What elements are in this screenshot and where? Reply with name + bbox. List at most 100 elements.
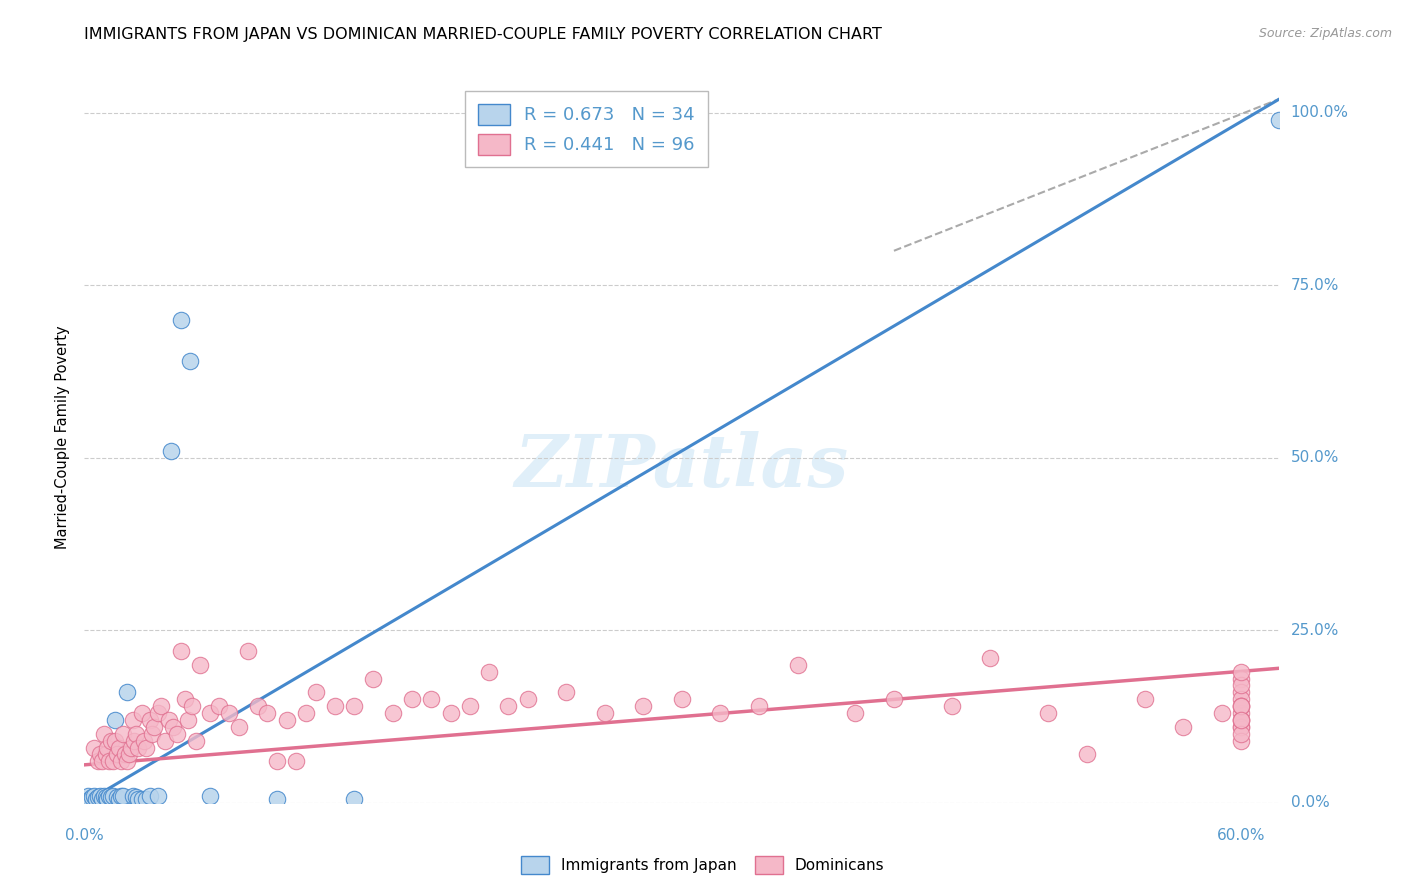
- Point: [198, 706, 221, 720]
- Point: [110, 789, 132, 803]
- Point: [115, 685, 138, 699]
- Point: [1230, 699, 1253, 714]
- Point: [132, 733, 156, 747]
- Point: [131, 706, 153, 720]
- Point: [266, 792, 288, 806]
- Point: [1230, 706, 1253, 720]
- Point: [1230, 720, 1253, 734]
- Point: [160, 443, 183, 458]
- Point: [100, 790, 122, 805]
- Point: [266, 755, 288, 769]
- Point: [90, 755, 112, 769]
- Point: [208, 699, 231, 714]
- Point: [96, 792, 118, 806]
- Point: [96, 740, 118, 755]
- Point: [1230, 713, 1253, 727]
- Point: [104, 733, 127, 747]
- Point: [555, 685, 578, 699]
- Point: [1230, 713, 1253, 727]
- Point: [401, 692, 423, 706]
- Point: [1230, 692, 1253, 706]
- Point: [90, 792, 112, 806]
- Text: 0.0%: 0.0%: [65, 828, 104, 843]
- Point: [80, 790, 103, 805]
- Point: [1230, 699, 1253, 714]
- Point: [157, 713, 180, 727]
- Point: [1230, 733, 1253, 747]
- Point: [131, 792, 153, 806]
- Point: [77, 789, 100, 803]
- Point: [181, 699, 204, 714]
- Point: [103, 789, 125, 803]
- Point: [186, 733, 208, 747]
- Text: 75.0%: 75.0%: [1291, 277, 1339, 293]
- Point: [305, 685, 328, 699]
- Point: [114, 747, 136, 762]
- Point: [124, 733, 146, 747]
- Point: [883, 692, 905, 706]
- Point: [125, 790, 148, 805]
- Point: [276, 713, 298, 727]
- Point: [110, 755, 132, 769]
- Point: [228, 720, 250, 734]
- Point: [83, 740, 105, 755]
- Point: [98, 789, 121, 803]
- Point: [1230, 720, 1253, 734]
- Point: [246, 699, 269, 714]
- Point: [121, 713, 143, 727]
- Point: [162, 720, 184, 734]
- Point: [198, 789, 221, 803]
- Point: [1076, 747, 1098, 762]
- Point: [285, 755, 308, 769]
- Text: 60.0%: 60.0%: [1216, 828, 1265, 843]
- Point: [177, 713, 200, 727]
- Point: [1230, 713, 1253, 727]
- Point: [170, 644, 193, 658]
- Point: [127, 740, 149, 755]
- Point: [89, 747, 111, 762]
- Text: ZIPatlas: ZIPatlas: [515, 431, 849, 502]
- Point: [1211, 706, 1233, 720]
- Point: [439, 706, 461, 720]
- Point: [1230, 699, 1253, 714]
- Point: [89, 789, 111, 803]
- Point: [93, 789, 115, 803]
- Point: [108, 792, 131, 806]
- Point: [155, 733, 177, 747]
- Point: [256, 706, 278, 720]
- Point: [139, 713, 162, 727]
- Point: [323, 699, 346, 714]
- Point: [1133, 692, 1156, 706]
- Point: [786, 657, 808, 672]
- Point: [98, 755, 121, 769]
- Point: [118, 747, 141, 762]
- Point: [179, 354, 201, 368]
- Point: [166, 727, 188, 741]
- Point: [108, 740, 131, 755]
- Point: [671, 692, 693, 706]
- Point: [135, 792, 157, 806]
- Point: [1036, 706, 1059, 720]
- Point: [1230, 665, 1253, 679]
- Point: [941, 699, 963, 714]
- Legend: Immigrants from Japan, Dominicans: Immigrants from Japan, Dominicans: [516, 850, 890, 880]
- Point: [141, 727, 163, 741]
- Point: [146, 789, 169, 803]
- Text: Source: ZipAtlas.com: Source: ZipAtlas.com: [1258, 27, 1392, 40]
- Point: [516, 692, 538, 706]
- Point: [87, 790, 110, 805]
- Point: [150, 699, 173, 714]
- Point: [79, 792, 101, 806]
- Point: [979, 651, 1001, 665]
- Point: [238, 644, 260, 658]
- Point: [135, 740, 157, 755]
- Point: [111, 789, 134, 803]
- Text: 100.0%: 100.0%: [1291, 105, 1348, 120]
- Point: [633, 699, 655, 714]
- Point: [142, 720, 165, 734]
- Point: [111, 727, 134, 741]
- Text: 50.0%: 50.0%: [1291, 450, 1339, 466]
- Point: [363, 672, 385, 686]
- Legend: R = 0.673   N = 34, R = 0.441   N = 96: R = 0.673 N = 34, R = 0.441 N = 96: [465, 91, 707, 168]
- Point: [170, 312, 193, 326]
